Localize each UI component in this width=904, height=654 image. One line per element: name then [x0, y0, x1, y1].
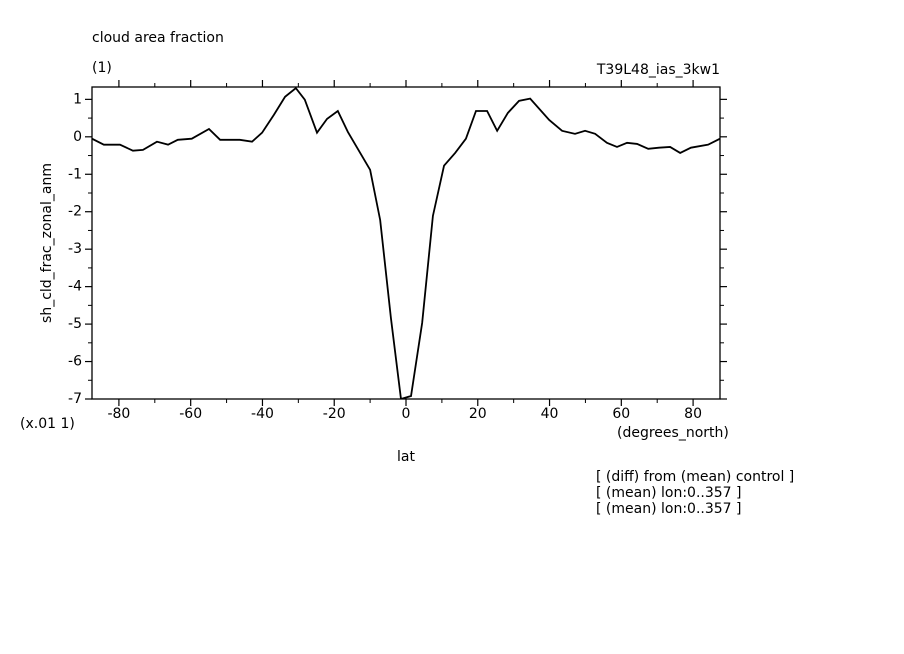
x-axis-label: lat	[397, 449, 415, 465]
y-scale-note: (x.01 1)	[20, 416, 75, 432]
x-tick-label: 20	[469, 406, 487, 422]
x-tick-label: -80	[107, 406, 130, 422]
y-tick-label: -1	[68, 166, 82, 182]
note: [ (diff) from (mean) control ]	[596, 469, 794, 485]
x-tick-label: -40	[251, 406, 274, 422]
y-tick-label: 0	[73, 129, 82, 145]
x-units: (degrees_north)	[617, 425, 729, 441]
subtitle: (1)	[92, 60, 112, 76]
y-tick-label: -6	[68, 354, 82, 370]
y-tick-label: -5	[68, 316, 82, 332]
note: [ (mean) lon:0..357 ]	[596, 501, 741, 517]
y-tick-label: -7	[68, 391, 82, 407]
dataset-label: T39L48_ias_3kw1	[596, 62, 720, 78]
y-tick-label: -4	[68, 279, 82, 295]
x-tick-label: -20	[323, 406, 346, 422]
chart-title: cloud area fraction	[92, 30, 224, 46]
data-line	[92, 87, 720, 399]
x-tick-label: 80	[684, 406, 702, 422]
x-tick-label: 60	[612, 406, 630, 422]
plot-frame	[91, 86, 721, 400]
y-tick-label: -2	[68, 204, 82, 220]
note: [ (mean) lon:0..357 ]	[596, 485, 741, 501]
y-axis-label: sh_cld_frac_zonal_anm	[39, 163, 55, 323]
x-tick-label: 0	[402, 406, 411, 422]
x-tick-label: 40	[541, 406, 559, 422]
y-tick-label: 1	[73, 91, 82, 107]
y-tick-label: -3	[68, 241, 82, 257]
x-tick-label: -60	[179, 406, 202, 422]
